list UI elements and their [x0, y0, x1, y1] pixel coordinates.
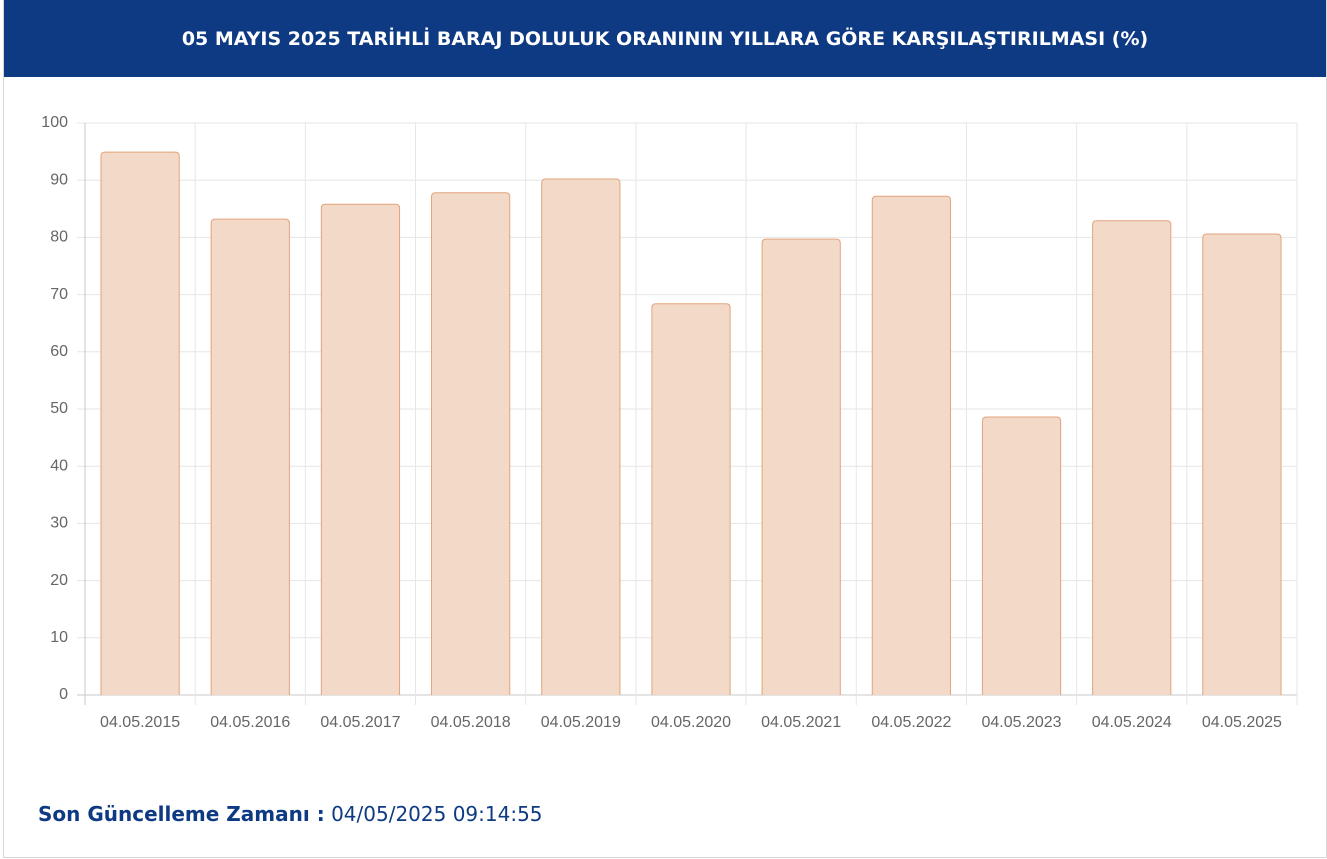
y-tick-label: 90: [50, 171, 68, 188]
bar: [100, 151, 180, 695]
x-tick-label: 04.05.2023: [982, 714, 1062, 731]
y-tick-label: 100: [41, 114, 68, 131]
bar: [1202, 233, 1282, 695]
y-tick-label: 80: [50, 229, 68, 246]
bar: [431, 192, 511, 695]
y-tick-label: 40: [50, 457, 68, 474]
bar: [871, 195, 951, 695]
x-tick-label: 04.05.2022: [871, 714, 951, 731]
bar: [210, 218, 290, 695]
bar: [761, 238, 841, 695]
x-tick-label: 04.05.2016: [210, 714, 290, 731]
chart-title: 05 MAYIS 2025 TARİHLİ BARAJ DOLULUK ORAN…: [4, 0, 1326, 77]
x-tick-label: 04.05.2015: [100, 714, 180, 731]
y-tick-label: 70: [50, 286, 68, 303]
bar: [651, 303, 731, 695]
footer: Son Güncelleme Zamanı : 04/05/2025 09:14…: [38, 802, 543, 826]
footer-label: Son Güncelleme Zamanı :: [38, 802, 325, 826]
footer-value: 04/05/2025 09:14:55: [331, 802, 543, 826]
x-tick-label: 04.05.2017: [320, 714, 400, 731]
bar: [981, 416, 1062, 695]
x-tick-label: 04.05.2024: [1092, 714, 1172, 731]
y-tick-label: 0: [59, 686, 68, 703]
panel: 05 MAYIS 2025 TARİHLİ BARAJ DOLULUK ORAN…: [3, 0, 1327, 858]
x-tick-label: 04.05.2019: [541, 714, 621, 731]
y-tick-label: 20: [50, 572, 68, 589]
bar: [320, 203, 401, 695]
y-tick-label: 50: [50, 400, 68, 417]
x-tick-label: 04.05.2018: [431, 714, 511, 731]
y-tick-label: 10: [50, 629, 68, 646]
y-tick-label: 30: [50, 515, 68, 532]
x-tick-label: 04.05.2025: [1202, 714, 1282, 731]
bar: [541, 178, 621, 695]
x-tick-label: 04.05.2021: [761, 714, 841, 731]
x-tick-label: 04.05.2020: [651, 714, 731, 731]
y-tick-label: 60: [50, 343, 68, 360]
bar: [1092, 220, 1172, 695]
